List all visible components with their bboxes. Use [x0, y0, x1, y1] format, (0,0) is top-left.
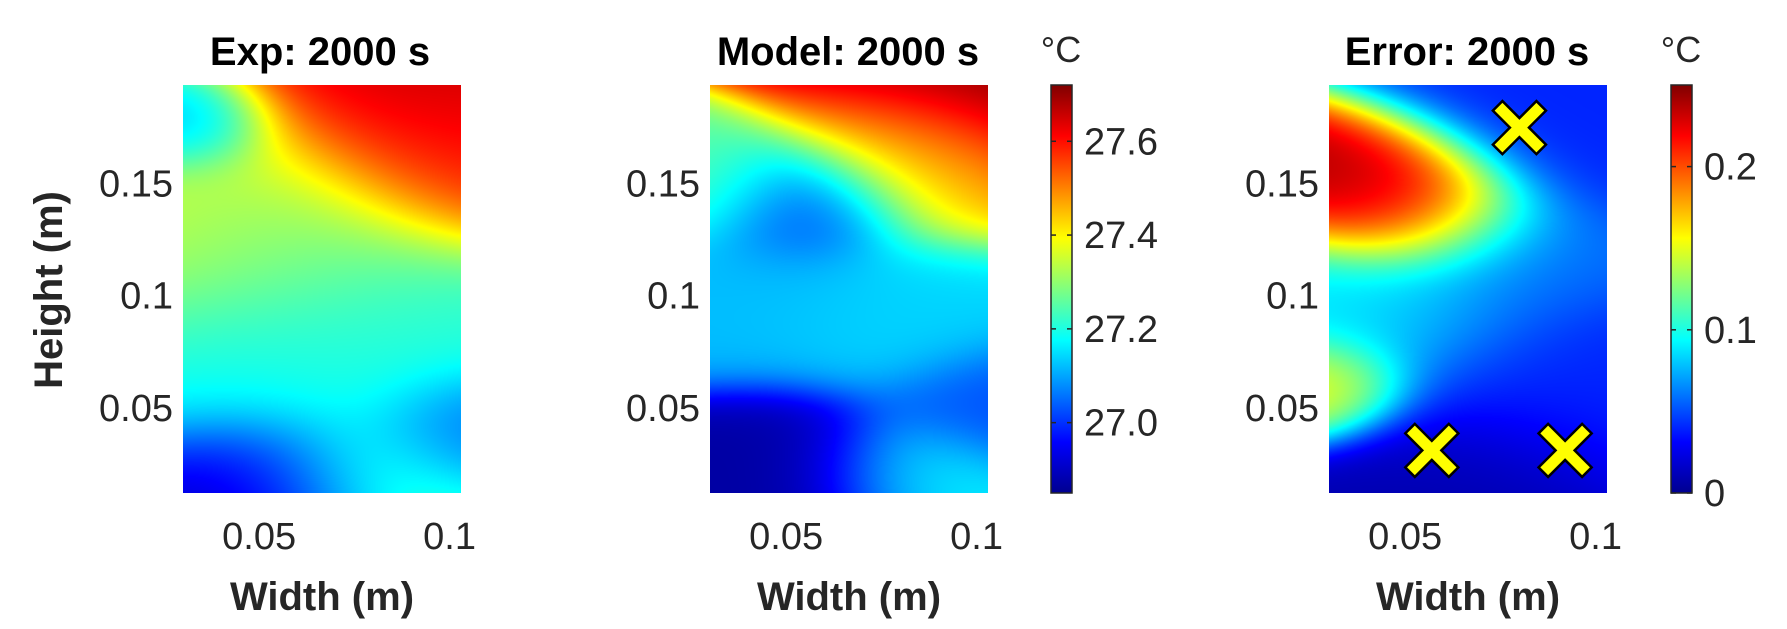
marker-x-icon	[1494, 102, 1545, 153]
panel-error-heatmap	[1329, 85, 1607, 493]
marker-x-icon	[1540, 425, 1590, 476]
panel-error: Error: 2000 s 0.05 0.1 0.05 0.1 0.15 Width (…	[1245, 29, 1757, 619]
colorbar-tick-label: 0.1	[1704, 310, 1757, 352]
panel-exp-ylabel: Height (m)	[27, 191, 71, 389]
panel-model-heatmap	[710, 85, 988, 493]
colorbar-tick-label: 0	[1704, 473, 1725, 515]
panel-error-markers	[1403, 99, 1594, 479]
colorbar-tick-label: 27.6	[1084, 121, 1158, 163]
y-tick-label: 0.1	[647, 276, 700, 318]
panel-model-ticks: 0.05 0.1 0.05 0.1 0.15	[626, 164, 1003, 558]
colorbar-tick-label: 27.2	[1084, 309, 1158, 351]
panel-model-title: Model: 2000 s	[717, 30, 979, 74]
x-tick-label: 0.05	[222, 516, 296, 558]
colorbar-tick-label: 0.2	[1704, 147, 1757, 189]
x-tick-label: 0.1	[423, 516, 476, 558]
y-tick-label: 0.05	[1245, 388, 1319, 430]
x-tick-label: 0.1	[1569, 516, 1622, 558]
panel-model: Model: 2000 s 0.05 0.1 0.05 0.1 0.15 Width (…	[626, 29, 1158, 619]
panel-exp-title: Exp: 2000 s	[210, 30, 430, 74]
panel-error-title: Error: 2000 s	[1345, 30, 1590, 74]
colorbar-tick-label: 27.4	[1084, 215, 1158, 257]
x-tick-label: 0.05	[749, 516, 823, 558]
x-tick-label: 0.05	[1368, 516, 1442, 558]
y-tick-label: 0.15	[1245, 164, 1319, 206]
y-tick-label: 0.15	[99, 164, 173, 206]
colorbar-error-unit: °C	[1661, 29, 1701, 70]
colorbar-model-ticks: 27.0 27.2 27.4 27.6	[1051, 121, 1158, 445]
x-tick-label: 0.1	[950, 516, 1003, 558]
colorbar-error-ticks: 0 0.1 0.2	[1671, 147, 1757, 515]
y-tick-label: 0.05	[626, 388, 700, 430]
colorbar-model-unit: °C	[1041, 29, 1081, 70]
colorbar-model: °C 27.0 27.2 27.4 27.6	[1041, 29, 1158, 494]
colorbar-error-gradient	[1670, 84, 1693, 494]
panel-exp: Exp: 2000 s 0.05 0.1 0.05 0.1 0.15 Width (m)…	[27, 30, 476, 619]
panel-error-xlabel: Width (m)	[1376, 575, 1560, 619]
panel-exp-heatmap	[183, 85, 461, 493]
colorbar-error: °C 0 0.1 0.2	[1661, 29, 1757, 515]
y-tick-label: 0.1	[1266, 276, 1319, 318]
panel-error-ticks: 0.05 0.1 0.05 0.1 0.15	[1245, 164, 1622, 558]
panel-exp-ticks: 0.05 0.1 0.05 0.1 0.15	[99, 164, 476, 558]
panel-exp-xlabel: Width (m)	[230, 575, 414, 619]
y-tick-label: 0.05	[99, 388, 173, 430]
marker-x-icon	[1407, 425, 1457, 476]
colorbar-tick-label: 27.0	[1084, 403, 1158, 445]
panel-model-xlabel: Width (m)	[757, 575, 941, 619]
y-tick-label: 0.1	[120, 276, 173, 318]
y-tick-label: 0.15	[626, 164, 700, 206]
colorbar-model-gradient	[1050, 84, 1073, 494]
